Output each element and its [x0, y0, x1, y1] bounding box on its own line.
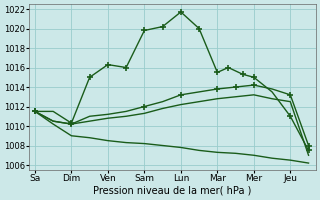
X-axis label: Pression niveau de la mer( hPa ): Pression niveau de la mer( hPa ): [93, 186, 252, 196]
